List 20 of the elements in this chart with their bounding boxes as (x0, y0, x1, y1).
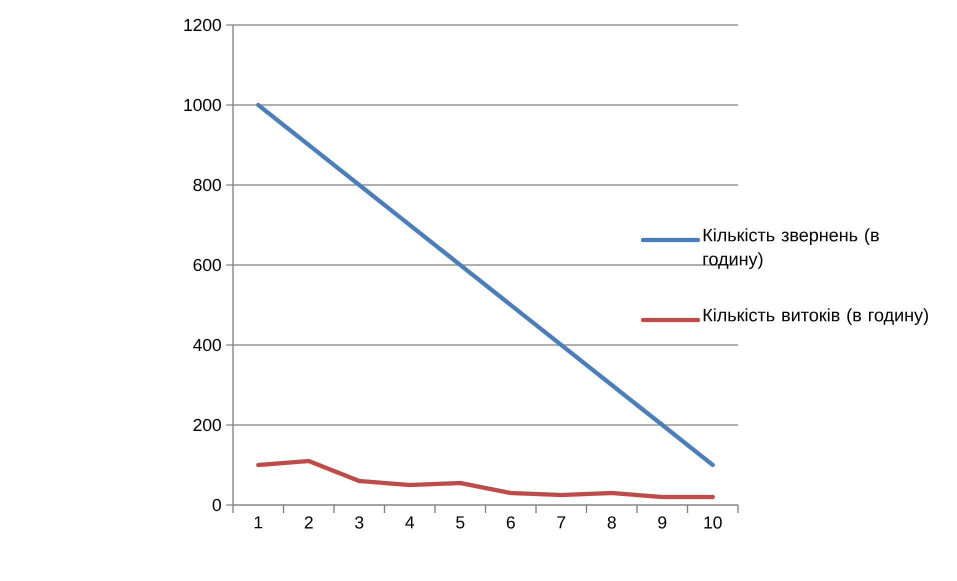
x-tick-label: 2 (304, 516, 313, 528)
x-tick-label: 8 (608, 516, 616, 529)
x-tick-label: 7 (557, 516, 566, 528)
y-tick-label: 1000 (184, 98, 221, 112)
y-tick-label: 800 (193, 178, 221, 192)
y-tick-label: 200 (194, 418, 221, 432)
y-tick-label: 600 (194, 258, 221, 272)
x-tick-label: 9 (658, 516, 666, 529)
legend-label: Кількість витоків (в годину) (704, 308, 928, 326)
line-series (256, 458, 715, 500)
x-tick-label: 10 (704, 516, 722, 529)
x-tick-label: 3 (355, 516, 364, 529)
x-tick-label: 5 (456, 516, 464, 528)
x-tick-label: 4 (405, 516, 414, 528)
y-tick-label: 400 (193, 338, 221, 352)
y-tick-label: 0 (212, 498, 221, 512)
legend-label: Кількість звернень (в годину) (704, 228, 879, 270)
y-tick-label: 1200 (184, 18, 221, 32)
x-tick-label: 1 (254, 516, 262, 528)
x-tick-label: 6 (506, 516, 515, 529)
